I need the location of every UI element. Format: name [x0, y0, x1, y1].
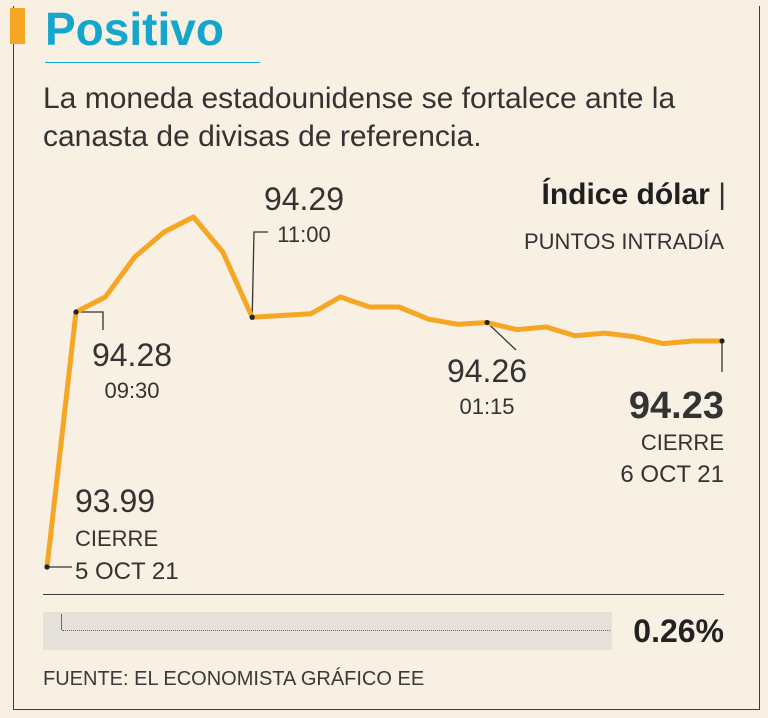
- page-subtitle: La moneda estadounidense se fortalece an…: [43, 82, 676, 153]
- annotation-date: 6 OCT 21: [620, 461, 724, 488]
- change-bar: [43, 612, 612, 650]
- annotation-time: 11:00: [277, 222, 330, 247]
- line-chart: 93.99 CIERRE 5 OCT 21 94.28 09:30 94.29 11:00 9…: [44, 181, 725, 585]
- annotation-value: 94.28: [92, 337, 172, 373]
- annotation-time: 09:30: [104, 378, 159, 403]
- annotation-point: [484, 319, 490, 326]
- change-line: [62, 630, 610, 631]
- annotation-point: [44, 564, 50, 570]
- annotation-value: 94.26: [447, 353, 527, 389]
- series-line: [44, 214, 725, 570]
- annotation-value: 93.99: [75, 483, 155, 519]
- annotation-leader: [486, 322, 517, 351]
- chart-subtitle: PUNTOS INTRADÍA: [523, 229, 724, 254]
- accent-bar: [10, 8, 25, 44]
- change-value: 0.26%: [633, 613, 724, 649]
- series-points: [44, 309, 725, 570]
- annotation-label: CIERRE: [641, 430, 724, 455]
- chart-frame: [13, 6, 760, 710]
- title-underline: [45, 62, 260, 63]
- annotation-time: 01:15: [459, 394, 514, 419]
- annotation-point: [719, 338, 725, 344]
- annotation-labels: 93.99 CIERRE 5 OCT 21 94.28 09:30 94.29 11:00 9…: [75, 181, 724, 585]
- annotation-date: 5 OCT 21: [75, 558, 179, 585]
- annotation-leader: [76, 311, 104, 330]
- chart-title: Índice dólar |: [541, 178, 726, 211]
- annotation-leader: [251, 231, 268, 318]
- page-title: Positivo: [45, 3, 224, 55]
- annotation-label: CIERRE: [75, 526, 158, 551]
- source-note: FUENTE: EL ECONOMISTA GRÁFICO EE: [43, 668, 425, 690]
- change-tick: [61, 614, 62, 630]
- annotation-value: 94.23: [629, 385, 724, 427]
- chart-title-text: Índice dólar: [541, 178, 710, 211]
- bottom-rule: [43, 594, 724, 595]
- annotation-point: [249, 314, 255, 320]
- annotation-point: [73, 309, 79, 315]
- annotation-value: 94.29: [264, 181, 344, 217]
- annotation-leaders: [47, 231, 723, 568]
